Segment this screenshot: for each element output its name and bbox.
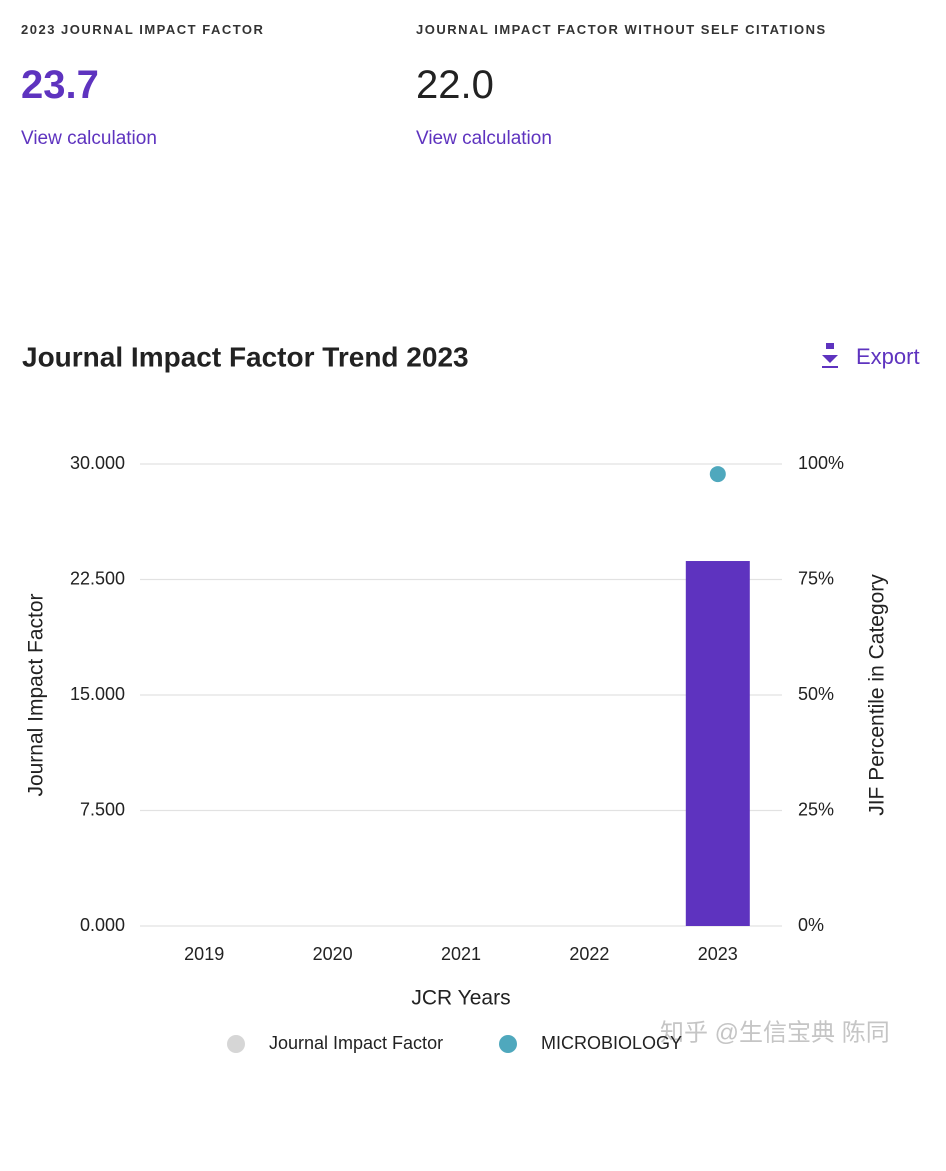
y2-tick-label: 50% (798, 684, 834, 704)
bar (685, 561, 750, 926)
metric-value: 23.7 (21, 63, 99, 107)
page: {"metrics": [ {"label": "2023 JOURNAL IM… (21, 22, 920, 1053)
metric-label: JOURNAL IMPACT FACTOR WITHOUT SELF CITAT… (416, 22, 827, 37)
y2-tick-label: 0% (798, 915, 824, 935)
y-axis-label: Journal Impact Factor (25, 593, 48, 796)
y2-axis-label: JIF Percentile in Category (866, 574, 889, 816)
x-axis-label: JCR Years (411, 987, 510, 1010)
x-tick-label: 2021 (441, 944, 481, 964)
y-tick-label: 0.000 (80, 915, 125, 935)
export-button[interactable]: Export (822, 343, 920, 369)
legend-label: MICROBIOLOGY (541, 1033, 682, 1053)
x-tick-label: 2022 (569, 944, 609, 964)
x-tick-label: 2019 (184, 944, 224, 964)
y2-tick-label: 75% (798, 568, 834, 588)
metric: JOURNAL IMPACT FACTOR WITHOUT SELF CITAT… (416, 22, 827, 150)
x-tick-label: 2020 (313, 944, 353, 964)
chart-title: Journal Impact Factor Trend 2023 (22, 341, 469, 372)
y-tick-label: 7.500 (80, 799, 125, 819)
metric-label: 2023 JOURNAL IMPACT FACTOR (21, 22, 265, 37)
legend-label: Journal Impact Factor (269, 1033, 443, 1053)
link[interactable]: View calculation (21, 128, 157, 149)
y-tick-label: 30.000 (70, 453, 125, 473)
legend-marker (499, 1035, 517, 1053)
link[interactable]: View calculation (416, 128, 552, 149)
export-label: Export (856, 344, 920, 369)
legend-marker (227, 1035, 245, 1053)
chart: Journal Impact Factor Trend 2023 Export … (22, 341, 920, 1053)
download-icon (822, 343, 838, 368)
y-tick-label: 22.500 (70, 568, 125, 588)
metric-value: 22.0 (416, 63, 494, 107)
watermark: 知乎 @生信宝典 陈同 (660, 1019, 890, 1046)
y2-tick-label: 100% (798, 453, 844, 473)
y-tick-label: 15.000 (70, 684, 125, 704)
point (709, 466, 726, 483)
y2-tick-label: 25% (798, 799, 834, 819)
x-tick-label: 2023 (698, 944, 738, 964)
metric: 2023 JOURNAL IMPACT FACTOR 23.7 View cal… (21, 22, 264, 150)
